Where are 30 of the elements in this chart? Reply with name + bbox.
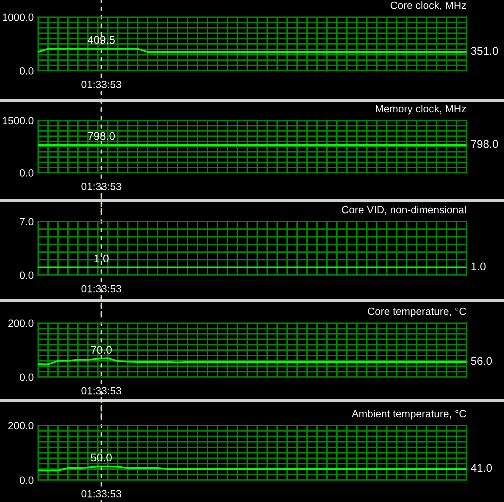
y-tick-label: 7.0 — [20, 218, 34, 226]
text: 56.0 — [471, 357, 492, 366]
text: 41.0 — [471, 464, 492, 472]
y-tick-label: 1500.0 — [3, 117, 34, 125]
text: 351.0 — [471, 47, 498, 56]
annotation: 409.5 — [88, 36, 115, 44]
text: 01:33:53 — [82, 80, 122, 88]
annotation: 50.0 — [91, 454, 112, 462]
y-tick-label: 0.0 — [20, 476, 34, 484]
y-tick-label: 200.0 — [8, 422, 34, 430]
chart-title: Core clock, MHz — [390, 2, 466, 10]
text: 1.0 — [472, 262, 486, 271]
y-tick-label: 0.0 — [20, 170, 34, 177]
text: 798.0 — [471, 140, 498, 148]
y-tick-label: 200.0 — [8, 320, 34, 328]
y-tick-label: 1000.0 — [3, 14, 34, 22]
y-tick-label: 0.0 — [20, 374, 34, 382]
annotation: 798.0 — [88, 132, 116, 140]
text: 01:33:53 — [82, 182, 122, 190]
text: 01:33:53 — [82, 490, 122, 498]
y-tick-label: 0.0 — [20, 272, 34, 280]
annotation: 70.0 — [91, 346, 112, 354]
text: 01:33:53 — [82, 285, 122, 293]
annotation: 1.0 — [94, 254, 109, 263]
chart-title: Ambient temperature, °C — [352, 410, 466, 420]
chart-title: Core temperature, °C — [368, 308, 466, 318]
chart-title: Core VID, non-dimensional — [342, 206, 466, 215]
y-tick-label: 0.0 — [20, 68, 34, 75]
text: 01:33:53 — [82, 387, 122, 395]
chart-title: Memory clock, MHz — [376, 104, 466, 115]
